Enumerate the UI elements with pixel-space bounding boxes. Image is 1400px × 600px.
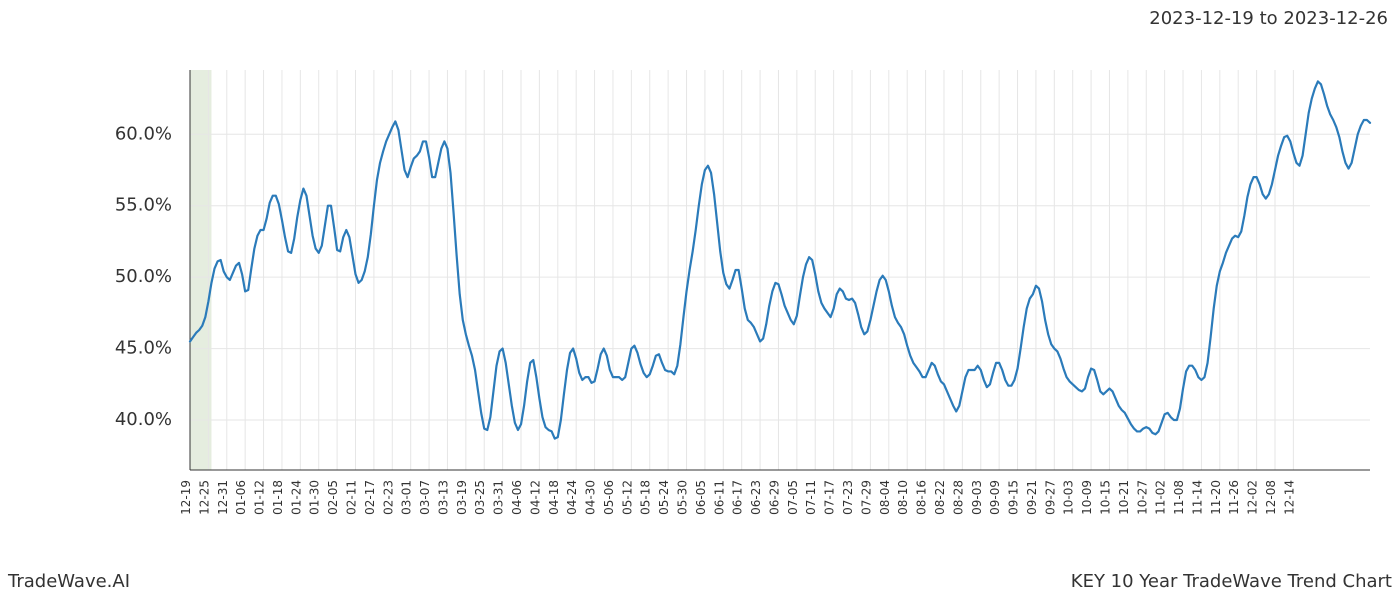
- line-chart-svg: 40.0% 45.0% 50.0% 55.0% 60.0% 12-19 12-25 12-31…: [0, 40, 1400, 550]
- x-tick-label: 06-29: [767, 480, 781, 515]
- x-tick-label: 01-24: [289, 480, 303, 515]
- x-tick-label: 10-21: [1117, 480, 1131, 515]
- x-tick-label: 04-18: [547, 480, 561, 515]
- x-tick-label: 02-23: [381, 480, 395, 515]
- x-tick-label: 08-28: [951, 480, 965, 515]
- x-tick-label: 03-07: [418, 480, 432, 515]
- x-tick-label: 02-11: [345, 480, 359, 515]
- x-tick-label: 11-02: [1154, 480, 1168, 515]
- x-tick-label: 11-26: [1227, 480, 1241, 515]
- x-tick-label: 05-30: [676, 480, 690, 515]
- x-tick-label: 12-25: [197, 480, 211, 515]
- x-tick-label: 01-18: [271, 480, 285, 515]
- x-tick-label: 06-23: [749, 480, 763, 515]
- x-tick-label: 01-06: [234, 480, 248, 515]
- x-tick-label: 12-08: [1264, 480, 1278, 515]
- x-tick-label: 10-15: [1098, 480, 1112, 515]
- date-range-label: 2023-12-19 to 2023-12-26: [1149, 8, 1388, 29]
- x-tick-label: 12-14: [1282, 480, 1296, 515]
- x-tick-label: 01-12: [253, 480, 267, 515]
- x-tick-label: 05-06: [602, 480, 616, 515]
- x-tick-label: 12-19: [179, 480, 193, 515]
- x-tick-label: 05-12: [620, 480, 634, 515]
- x-tick-label: 10-03: [1062, 480, 1076, 515]
- x-tick-label: 03-25: [473, 480, 487, 515]
- y-tick-label: 60.0%: [115, 123, 172, 144]
- footer-title: KEY 10 Year TradeWave Trend Chart: [1071, 571, 1392, 592]
- x-tick-label: 08-10: [896, 480, 910, 515]
- x-tick-label: 04-24: [565, 480, 579, 515]
- x-tick-label: 02-17: [363, 480, 377, 515]
- series-line-key: [190, 81, 1370, 438]
- x-tick-label: 03-19: [455, 480, 469, 515]
- x-tick-label: 05-24: [657, 480, 671, 515]
- x-tick-label: 11-20: [1209, 480, 1223, 515]
- x-tick-label: 11-14: [1190, 480, 1204, 515]
- x-tick-label: 04-30: [584, 480, 598, 515]
- chart-area: 40.0% 45.0% 50.0% 55.0% 60.0% 12-19 12-25 12-31…: [0, 40, 1400, 550]
- footer-brand: TradeWave.AI: [8, 571, 130, 592]
- chart-container: 2023-12-19 to 2023-12-26 40.0% 45.0% 50.0%…: [0, 0, 1400, 600]
- x-tick-label: 03-13: [436, 480, 450, 515]
- x-tick-label: 04-06: [510, 480, 524, 515]
- x-tick-label: 07-05: [786, 480, 800, 515]
- x-tick-label: 09-15: [1007, 480, 1021, 515]
- x-tick-label: 03-31: [492, 480, 506, 515]
- x-tick-label: 06-05: [694, 480, 708, 515]
- x-tick-label: 09-03: [970, 480, 984, 515]
- x-tick-label: 04-12: [528, 480, 542, 515]
- x-tick-label: 12-31: [216, 480, 230, 515]
- x-tick-label: 09-27: [1043, 480, 1057, 515]
- y-tick-label: 55.0%: [115, 195, 172, 216]
- x-tick-label: 09-21: [1025, 480, 1039, 515]
- x-tick-label: 07-29: [859, 480, 873, 515]
- y-tick-label: 40.0%: [115, 409, 172, 430]
- x-tick-label: 11-08: [1172, 480, 1186, 515]
- x-tick-label: 07-17: [823, 480, 837, 515]
- x-tick-label: 07-11: [804, 480, 818, 515]
- x-tick-label: 06-11: [712, 480, 726, 515]
- x-tick-label: 07-23: [841, 480, 855, 515]
- x-tick-label: 08-22: [933, 480, 947, 515]
- x-tick-label: 10-27: [1135, 480, 1149, 515]
- y-tick-label: 50.0%: [115, 266, 172, 287]
- x-tick-label: 05-18: [639, 480, 653, 515]
- x-tick-label: 12-02: [1246, 480, 1260, 515]
- x-tick-label: 03-01: [400, 480, 414, 515]
- x-tick-label: 09-09: [988, 480, 1002, 515]
- x-tick-label: 08-04: [878, 480, 892, 515]
- x-tick-label: 02-05: [326, 480, 340, 515]
- x-tick-label: 06-17: [731, 480, 745, 515]
- x-tick-label: 01-30: [308, 480, 322, 515]
- x-tick-label: 08-16: [915, 480, 929, 515]
- x-tick-label: 10-09: [1080, 480, 1094, 515]
- y-tick-label: 45.0%: [115, 338, 172, 359]
